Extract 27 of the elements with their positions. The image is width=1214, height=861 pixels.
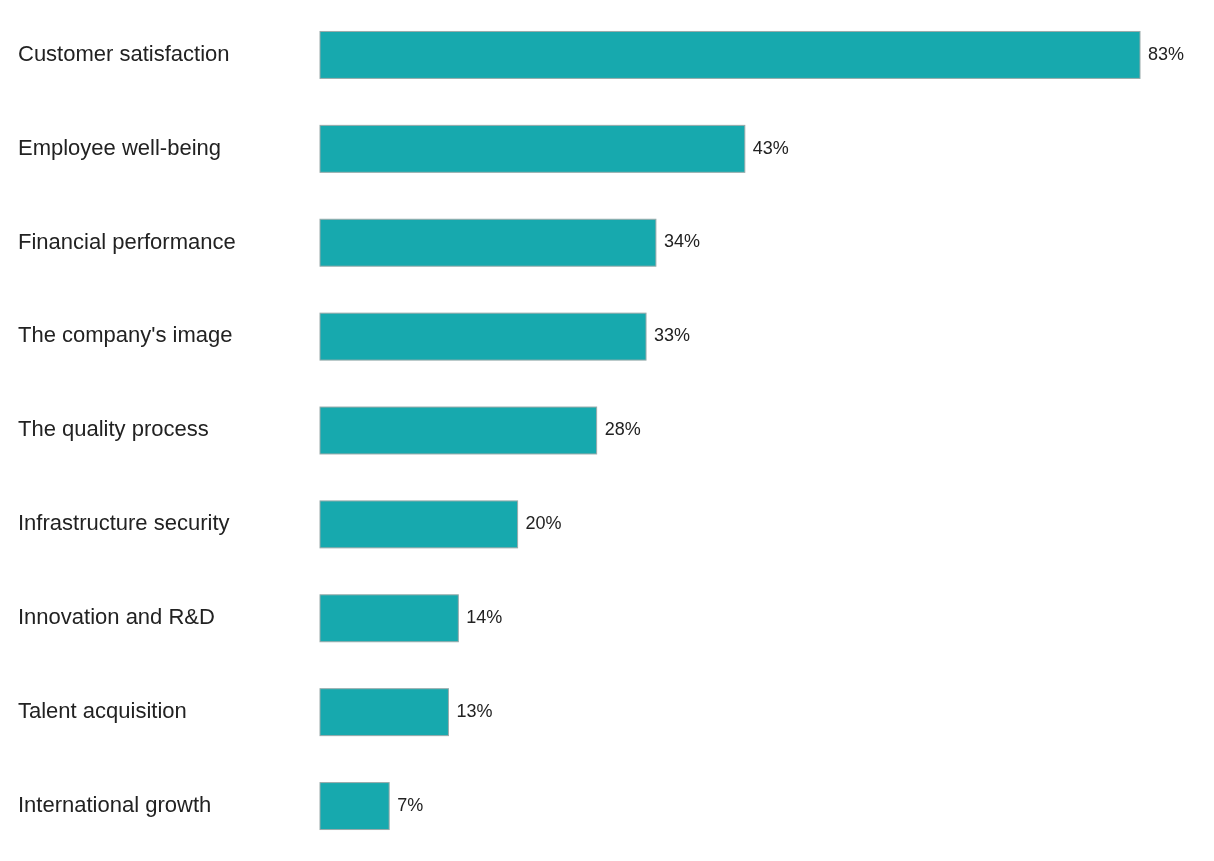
data-label: 83% — [1148, 43, 1185, 64]
y-tick-label: Financial performance — [18, 228, 236, 254]
data-label: 14% — [466, 607, 503, 628]
y-tick-label: Customer satisfaction — [18, 40, 230, 66]
data-label: 33% — [654, 325, 691, 346]
bar — [319, 594, 459, 643]
y-tick-label: Employee well-being — [18, 134, 221, 160]
data-label: 43% — [752, 137, 789, 158]
bar — [319, 124, 746, 173]
data-label: 34% — [663, 231, 700, 252]
y-tick-label: Innovation and R&D — [18, 604, 215, 630]
bar — [319, 500, 519, 549]
data-label: 28% — [604, 419, 641, 440]
bar — [319, 30, 1141, 79]
y-tick-label: International growth — [18, 791, 212, 817]
bar — [319, 406, 598, 455]
y-tick-label: Infrastructure security — [18, 510, 230, 536]
data-label: 7% — [397, 794, 424, 815]
y-tick-label: The quality process — [18, 416, 209, 442]
data-label: 13% — [456, 700, 493, 721]
bar — [319, 688, 449, 737]
bar — [319, 218, 657, 267]
y-tick-label: The company's image — [18, 322, 233, 348]
bar — [319, 312, 647, 361]
data-label: 20% — [525, 513, 562, 534]
y-tick-label: Talent acquisition — [18, 697, 187, 723]
bar — [319, 782, 390, 831]
